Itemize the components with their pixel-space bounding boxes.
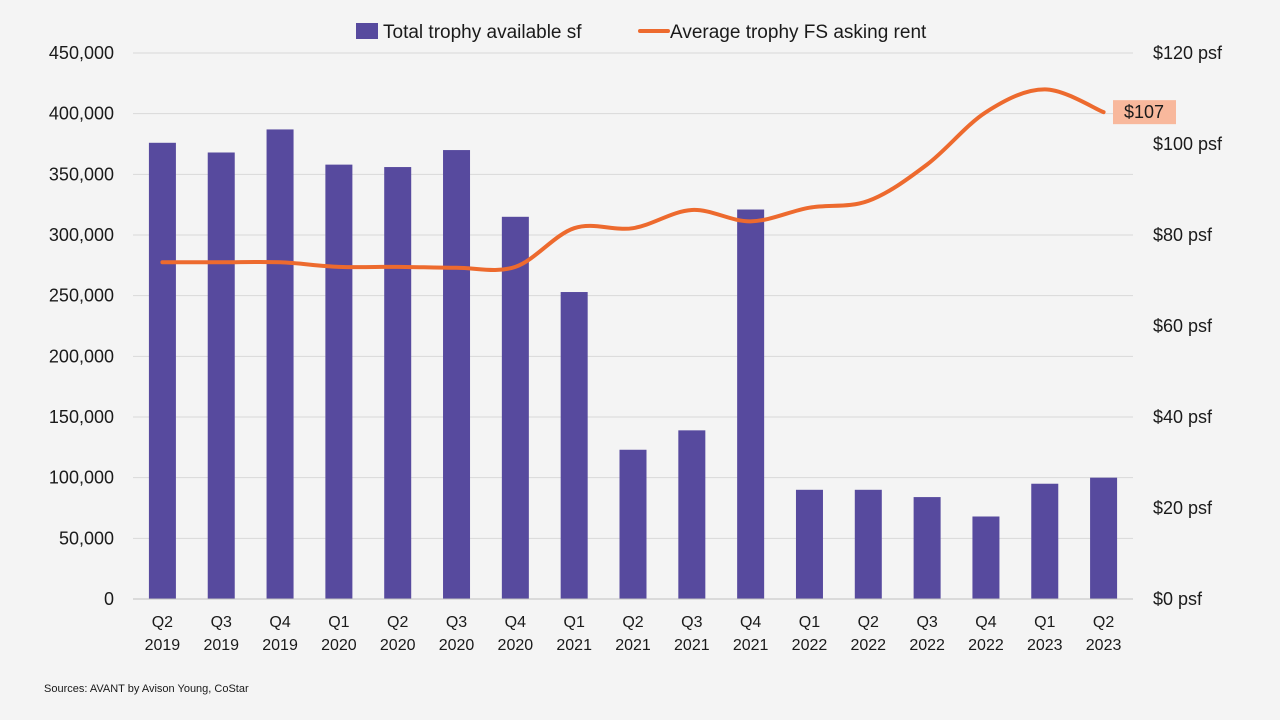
end-value-label: $107 bbox=[1113, 100, 1176, 125]
x-tick-quarter: Q4 bbox=[505, 614, 526, 631]
right-tick-label: $0 psf bbox=[1153, 589, 1203, 609]
bar bbox=[972, 516, 1000, 599]
x-tick-quarter: Q4 bbox=[975, 614, 996, 631]
right-tick-label: $80 psf bbox=[1153, 225, 1213, 245]
x-tick-quarter: Q3 bbox=[211, 614, 232, 631]
x-tick-year: 2023 bbox=[1086, 637, 1122, 654]
x-tick-year: 2022 bbox=[909, 637, 945, 654]
x-tick-quarter: Q3 bbox=[681, 614, 702, 631]
bar bbox=[560, 292, 588, 599]
left-tick-label: 250,000 bbox=[49, 286, 114, 306]
x-tick-year: 2021 bbox=[733, 637, 769, 654]
x-tick-quarter: Q2 bbox=[152, 614, 173, 631]
left-tick-label: 50,000 bbox=[59, 528, 114, 548]
x-tick-quarter: Q1 bbox=[564, 614, 585, 631]
x-tick-quarter: Q1 bbox=[1034, 614, 1055, 631]
legend-line-label: Average trophy FS asking rent bbox=[670, 22, 927, 43]
left-tick-label: 400,000 bbox=[49, 104, 114, 124]
bar bbox=[207, 152, 235, 599]
bar bbox=[148, 142, 176, 599]
x-tick-quarter: Q1 bbox=[328, 614, 349, 631]
x-tick-quarter: Q3 bbox=[916, 614, 937, 631]
x-tick-quarter: Q4 bbox=[740, 614, 761, 631]
rent-line bbox=[160, 87, 1106, 273]
end-label-text: $107 bbox=[1124, 102, 1164, 122]
bar bbox=[266, 129, 294, 599]
legend-bar-swatch bbox=[356, 23, 378, 39]
x-tick-quarter: Q2 bbox=[387, 614, 408, 631]
x-axis-ticks: Q2 2019 Q3 2019 Q4 2019 Q1 2020 Q2 2020 Q3 2020 Q4 20… bbox=[145, 614, 1122, 654]
bar bbox=[737, 209, 765, 599]
x-tick-quarter: Q1 bbox=[799, 614, 820, 631]
x-tick-year: 2023 bbox=[1027, 637, 1063, 654]
right-tick-label: $100 psf bbox=[1153, 134, 1223, 154]
x-tick-year: 2022 bbox=[850, 637, 886, 654]
right-tick-label: $60 psf bbox=[1153, 316, 1213, 336]
left-tick-label: 100,000 bbox=[49, 468, 114, 488]
right-tick-label: $40 psf bbox=[1153, 407, 1213, 427]
x-tick-quarter: Q2 bbox=[622, 614, 643, 631]
left-tick-label: 450,000 bbox=[49, 43, 114, 63]
bar bbox=[325, 164, 353, 600]
x-tick-quarter: Q2 bbox=[1093, 614, 1114, 631]
bar bbox=[619, 449, 647, 599]
right-tick-label: $20 psf bbox=[1153, 498, 1213, 518]
bar bbox=[501, 216, 529, 600]
legend: Total trophy available sf Average trophy … bbox=[356, 22, 927, 43]
x-tick-year: 2020 bbox=[439, 637, 475, 654]
x-tick-year: 2021 bbox=[674, 637, 710, 654]
bar bbox=[443, 150, 471, 600]
right-tick-label: $120 psf bbox=[1153, 43, 1223, 63]
bar-series bbox=[148, 129, 1118, 600]
left-tick-label: 150,000 bbox=[49, 407, 114, 427]
x-tick-year: 2019 bbox=[262, 637, 298, 654]
x-tick-quarter: Q4 bbox=[269, 614, 290, 631]
x-tick-year: 2022 bbox=[968, 637, 1004, 654]
bar bbox=[1090, 477, 1118, 599]
bar bbox=[1031, 483, 1059, 599]
x-tick-year: 2020 bbox=[498, 637, 534, 654]
x-tick-year: 2021 bbox=[556, 637, 592, 654]
bar bbox=[384, 167, 412, 599]
x-tick-year: 2019 bbox=[145, 637, 181, 654]
x-tick-year: 2022 bbox=[792, 637, 828, 654]
left-axis-ticks: 0 50,000 100,000 150,000 200,000 250,000 300,0… bbox=[49, 43, 114, 609]
left-tick-label: 300,000 bbox=[49, 225, 114, 245]
bar bbox=[795, 489, 823, 599]
end-label-box bbox=[1113, 100, 1176, 125]
line-series bbox=[160, 87, 1106, 273]
x-tick-year: 2020 bbox=[380, 637, 416, 654]
bar bbox=[854, 489, 882, 599]
x-tick-quarter: Q3 bbox=[446, 614, 467, 631]
source-note: Sources: AVANT by Avison Young, CoStar bbox=[44, 683, 249, 695]
left-tick-label: 200,000 bbox=[49, 346, 114, 366]
left-tick-label: 350,000 bbox=[49, 164, 114, 184]
x-tick-year: 2019 bbox=[203, 637, 239, 654]
gridlines bbox=[133, 52, 1133, 539]
x-tick-year: 2021 bbox=[615, 637, 651, 654]
x-tick-year: 2020 bbox=[321, 637, 357, 654]
bar bbox=[913, 497, 941, 599]
right-axis-ticks: $0 psf $20 psf $40 psf $60 psf $80 psf $100 p… bbox=[1153, 43, 1223, 609]
x-tick-quarter: Q2 bbox=[858, 614, 879, 631]
left-tick-label: 0 bbox=[104, 589, 114, 609]
legend-bar-label: Total trophy available sf bbox=[383, 22, 582, 43]
bar bbox=[678, 430, 706, 599]
